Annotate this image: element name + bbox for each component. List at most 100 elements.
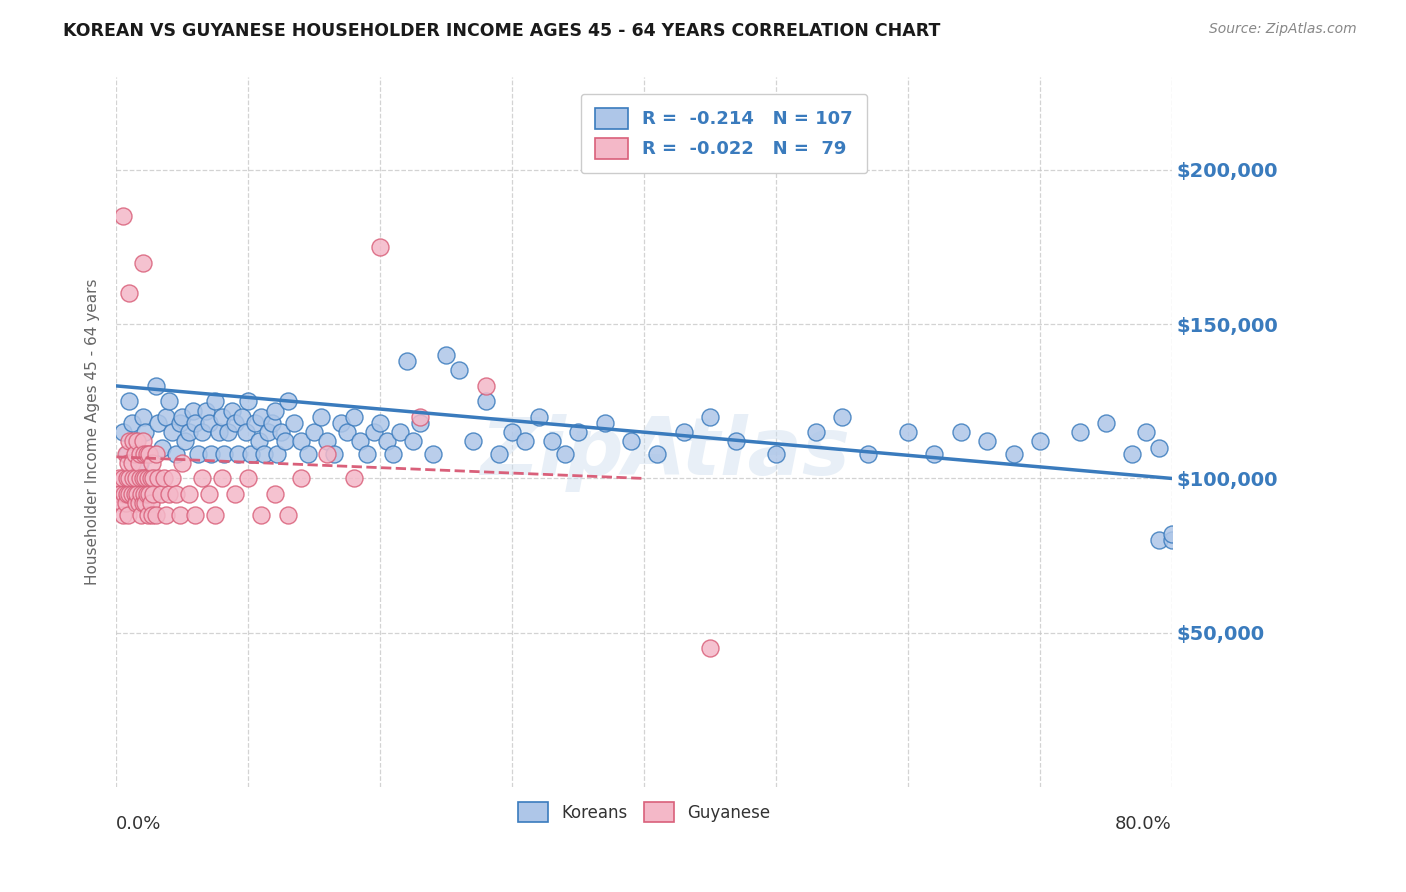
Point [184,508,207,523]
Point [191,425,214,440]
Point [125,471,148,485]
Legend: Koreans, Guyanese: Koreans, Guyanese [510,796,778,829]
Point [402,434,425,449]
Point [699,409,721,424]
Point [115,447,138,461]
Point [173,434,195,449]
Point [131,487,153,501]
Point [263,403,285,417]
Point [540,434,562,449]
Point [118,394,141,409]
Point [121,487,143,501]
Point [187,447,209,461]
Point [316,447,339,461]
Point [238,394,260,409]
Point [141,508,163,523]
Point [139,471,162,485]
Point [263,487,285,501]
Point [217,425,239,440]
Point [231,409,253,424]
Point [804,425,827,440]
Point [145,447,167,461]
Point [290,434,312,449]
Point [235,425,257,440]
Point [1147,441,1170,455]
Point [297,447,319,461]
Point [976,434,998,449]
Point [155,508,177,523]
Point [1121,447,1143,461]
Point [645,447,668,461]
Point [117,508,139,523]
Point [277,394,299,409]
Point [128,456,150,470]
Point [142,487,165,501]
Point [112,487,135,501]
Point [108,471,131,485]
Point [329,416,352,430]
Point [145,379,167,393]
Point [110,496,132,510]
Point [200,447,222,461]
Point [368,416,391,430]
Point [169,416,191,430]
Point [316,434,339,449]
Point [127,487,149,501]
Point [409,416,432,430]
Point [152,471,174,485]
Point [620,434,643,449]
Point [474,379,496,393]
Point [118,471,141,485]
Point [141,456,163,470]
Point [111,508,134,523]
Point [422,447,444,461]
Point [449,363,471,377]
Point [204,394,226,409]
Point [323,447,346,461]
Point [224,487,246,501]
Point [165,487,187,501]
Point [368,240,391,254]
Point [152,441,174,455]
Point [253,447,276,461]
Point [124,487,146,501]
Text: 80.0%: 80.0% [1115,815,1173,833]
Point [125,496,148,510]
Point [115,471,138,485]
Point [270,425,292,440]
Point [132,447,155,461]
Point [142,471,165,485]
Point [114,496,136,510]
Point [336,425,359,440]
Point [197,416,219,430]
Point [501,425,523,440]
Point [122,471,145,485]
Point [461,434,484,449]
Point [858,447,880,461]
Point [1161,527,1184,541]
Point [172,456,194,470]
Point [257,425,280,440]
Point [184,416,207,430]
Point [409,409,432,424]
Point [136,508,159,523]
Point [125,434,148,449]
Point [488,447,510,461]
Point [150,487,173,501]
Text: ZipAtlas: ZipAtlas [481,415,851,492]
Point [115,487,138,501]
Point [191,471,214,485]
Point [725,434,748,449]
Point [1002,447,1025,461]
Point [1029,434,1052,449]
Point [122,434,145,449]
Point [239,447,262,461]
Text: Source: ZipAtlas.com: Source: ZipAtlas.com [1209,22,1357,37]
Point [138,487,160,501]
Point [274,434,297,449]
Point [1069,425,1091,440]
Point [260,416,283,430]
Point [134,425,156,440]
Point [1161,533,1184,548]
Point [395,354,418,368]
